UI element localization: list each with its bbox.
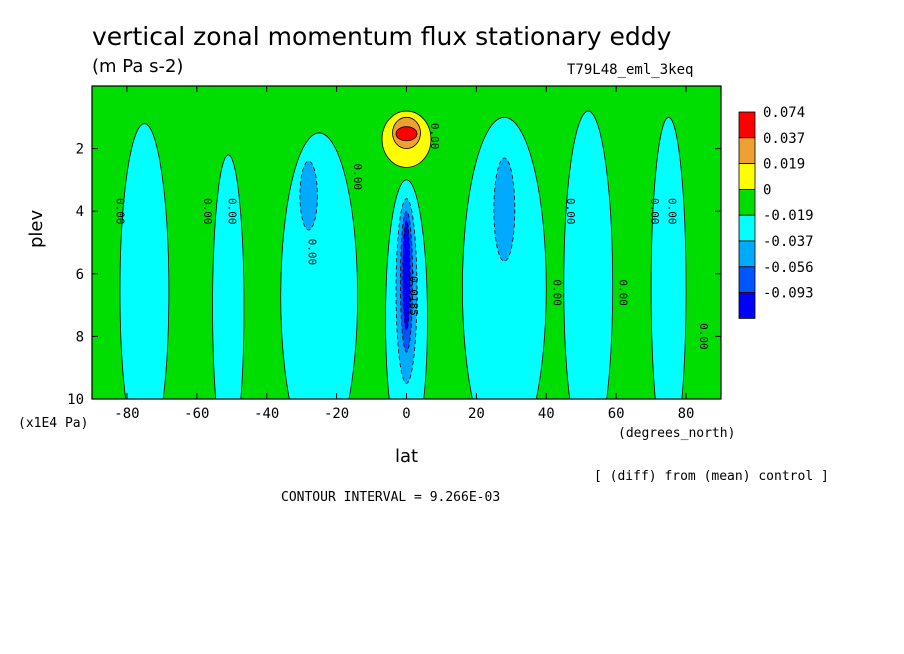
contour-region-11 xyxy=(493,157,516,262)
axes: -80 -60 -40 -20 0 20 40 60 80 2 4 6 8 10 xyxy=(67,86,721,422)
legend-label-3: 0 xyxy=(763,182,771,198)
contour-label-2: 0.00 xyxy=(225,198,238,225)
contour-label-8: 0.00 xyxy=(564,198,577,225)
legend-swatch-7 xyxy=(738,292,756,319)
y-axis-title: plev xyxy=(26,209,47,248)
chart-title: vertical zonal momentum flux stationary … xyxy=(92,22,672,51)
contour-interval: CONTOUR INTERVAL = 9.266E-03 xyxy=(281,490,501,505)
contour-label-3: 0.00 xyxy=(306,239,319,266)
x-tick-label-0: -80 xyxy=(114,406,139,422)
legend-label-1: 0.037 xyxy=(763,131,805,147)
colorbar-legend: 0.074 0.037 0.019 0 -0.019 -0.037 -0.056 -0.093 xyxy=(738,105,814,319)
legend-swatch-3 xyxy=(738,188,756,216)
x-tick-label-4: 0 xyxy=(402,406,410,422)
contour-label-11: 0.00 xyxy=(666,198,679,225)
y-tick-label-3: 8 xyxy=(76,329,84,345)
legend-swatch-6 xyxy=(738,266,756,293)
x-tick-label-7: 60 xyxy=(608,406,625,422)
chart-units: (m Pa s-2) xyxy=(92,56,184,77)
legend-label-5: -0.037 xyxy=(763,234,814,250)
legend-swatch-5 xyxy=(738,240,756,268)
x-tick-label-5: 20 xyxy=(468,406,485,422)
contour-region-0 xyxy=(119,123,170,399)
contour-label-12: 0.00 xyxy=(697,323,710,350)
contour-label-1: 0.00 xyxy=(201,198,214,225)
contour-labels: 0.00 0.00 0.00 0.00 0.00 0.00 -0.0185 0.00 0.00 0… xyxy=(113,123,710,350)
y-tick-label-1: 4 xyxy=(76,204,84,220)
x-tick-label-6: 40 xyxy=(538,406,555,422)
contour-region-10 xyxy=(299,160,318,231)
legend-label-7: -0.093 xyxy=(763,286,814,302)
legend-swatch-2 xyxy=(738,163,756,190)
y-tick-label-2: 6 xyxy=(76,267,84,283)
contour-region-1 xyxy=(212,154,245,399)
contour-label-9: 0.00 xyxy=(617,279,630,306)
legend-swatch-1 xyxy=(738,137,756,165)
contour-label-6: -0.0185 xyxy=(407,269,420,315)
contour-region-5 xyxy=(563,110,614,399)
contour-region-14 xyxy=(402,220,411,331)
legend-swatch-4 xyxy=(738,214,756,242)
x-tick-label-8: 80 xyxy=(678,406,695,422)
x-tick-label-3: -20 xyxy=(324,406,349,422)
y-tick-label-0: 2 xyxy=(76,142,84,158)
dataset-label: T79L48_eml_3keq xyxy=(567,62,694,78)
contour-label-0: 0.00 xyxy=(113,198,126,225)
contour-label-4: 0.00 xyxy=(351,164,364,191)
contour-region-9 xyxy=(395,126,418,142)
contour-label-10: 0.00 xyxy=(648,198,661,225)
contour-fills xyxy=(92,86,721,399)
x-tick-label-1: -60 xyxy=(184,406,209,422)
legend-swatch-0 xyxy=(738,111,756,139)
contour-label-7: 0.00 xyxy=(550,279,563,306)
contour-region-6 xyxy=(650,116,687,399)
y-tick-label-4: 10 xyxy=(67,392,84,408)
x-axis-title: lat xyxy=(395,446,419,467)
y-axis-unit: (x1E4 Pa) xyxy=(18,416,89,431)
diff-note: [ (diff) from (mean) control ] xyxy=(594,469,829,484)
contour-region-2 xyxy=(280,132,358,399)
legend-label-0: 0.074 xyxy=(763,105,805,121)
legend-label-2: 0.019 xyxy=(763,157,805,173)
x-tick-label-2: -40 xyxy=(254,406,279,422)
legend-label-4: -0.019 xyxy=(763,208,814,224)
x-axis-unit: (degrees_north) xyxy=(618,426,736,441)
legend-label-6: -0.056 xyxy=(763,260,814,276)
contour-label-5: 0.00 xyxy=(428,123,441,150)
